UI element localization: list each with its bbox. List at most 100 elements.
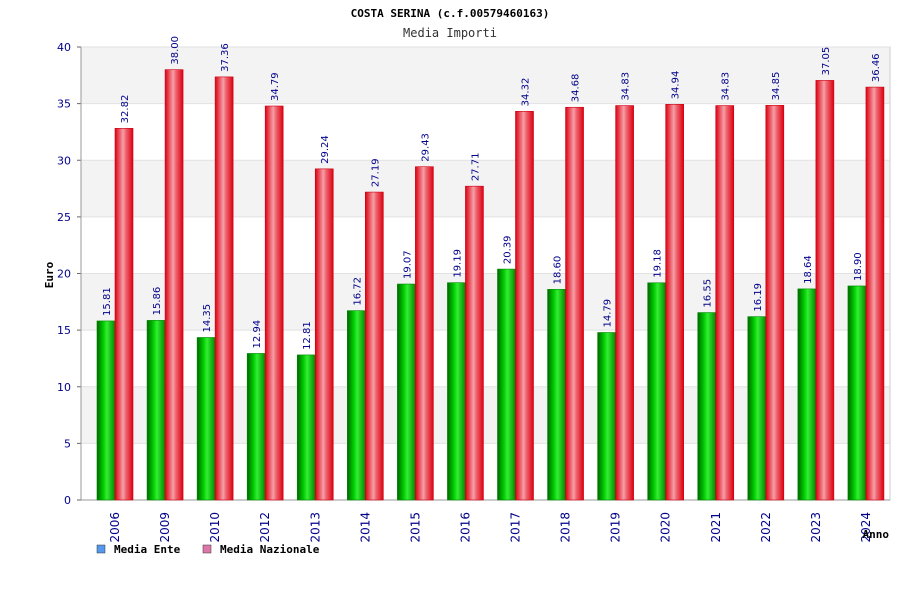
value-label: 19.18 — [653, 249, 664, 278]
bar-media-ente-2023 — [797, 288, 817, 501]
bar-media-ente-2015 — [397, 283, 416, 501]
value-label: 14.79 — [603, 299, 614, 328]
bar-media-nazionale-2010 — [214, 76, 234, 501]
value-label: 18.60 — [553, 256, 564, 285]
legend: Media Ente Media Nazionale — [96, 543, 320, 556]
bar-media-ente-2013 — [296, 354, 316, 501]
x-tick-label: 2012 — [258, 512, 272, 543]
x-axis-title: Anno — [863, 528, 890, 541]
bar-media-nazionale-2015 — [415, 166, 434, 501]
value-labels: 15.81 32.82 15.86 38.00 14.35 37.36 12.94 34.79… — [102, 36, 882, 350]
chart-title: COSTA SERINA (c.f.00579460163) — [351, 7, 550, 20]
bar-media-nazionale-2023 — [815, 80, 835, 501]
x-tick-label: 2006 — [108, 512, 122, 543]
value-label: 34.79 — [270, 72, 281, 101]
y-tick-label: 5 — [64, 437, 71, 450]
bar-media-ente-2024 — [847, 285, 867, 501]
x-tick-label: 2015 — [408, 512, 422, 543]
value-label: 29.24 — [320, 135, 331, 164]
bar-media-nazionale-2006 — [114, 128, 134, 501]
legend-swatch-media-ente — [96, 544, 106, 554]
value-label: 27.71 — [470, 153, 481, 182]
bar-media-ente-2010 — [196, 337, 216, 501]
value-label: 37.05 — [821, 47, 832, 76]
value-label: 16.55 — [703, 279, 714, 308]
value-label: 37.36 — [220, 43, 231, 72]
bar-media-ente-2016 — [447, 282, 466, 501]
bar-media-ente-2020 — [647, 282, 666, 501]
x-tick-label: 2023 — [809, 512, 823, 543]
value-label: 15.86 — [152, 287, 163, 316]
value-label: 34.85 — [771, 72, 782, 101]
x-tick-label: 2019 — [609, 512, 623, 543]
x-tick-label: 2009 — [158, 512, 172, 543]
bar-media-nazionale-2009 — [164, 69, 184, 501]
bar-media-ente-2021 — [697, 312, 717, 501]
value-label: 34.94 — [671, 71, 682, 100]
value-label: 34.83 — [721, 72, 732, 101]
bar-media-nazionale-2024 — [865, 86, 885, 501]
value-label: 19.19 — [452, 249, 463, 278]
bar-media-nazionale-2013 — [314, 168, 334, 501]
bar-media-nazionale-2021 — [715, 105, 735, 501]
value-label: 34.83 — [621, 72, 632, 101]
x-tick-label: 2014 — [358, 512, 372, 543]
bar-media-nazionale-2016 — [465, 185, 484, 501]
bar-media-nazionale-2022 — [765, 105, 785, 501]
chart-subtitle: Media Importi — [403, 26, 497, 40]
x-tick-label: 2022 — [759, 512, 773, 543]
plot-band — [81, 47, 890, 104]
legend-label-media-ente: Media Ente — [114, 543, 181, 556]
x-tick-label: 2013 — [308, 512, 322, 543]
y-tick-label: 35 — [57, 98, 71, 111]
legend-label-media-nazionale: Media Nazionale — [220, 543, 320, 556]
x-axis-ticks: 2006 2009 2010 2012 2013 2014 2015 2016 2017 2018… — [108, 512, 873, 543]
bar-media-nazionale-2014 — [365, 191, 384, 501]
x-tick-label: 2017 — [509, 512, 523, 543]
bar-media-nazionale-2020 — [665, 104, 684, 501]
value-label: 16.19 — [753, 283, 764, 312]
bar-media-ente-2017 — [497, 268, 516, 501]
value-label: 34.32 — [521, 78, 532, 107]
value-label: 12.81 — [302, 321, 313, 350]
value-label: 18.90 — [853, 252, 864, 281]
x-tick-label: 2020 — [659, 512, 673, 543]
x-tick-label: 2016 — [458, 512, 472, 543]
bar-media-ente-2006 — [96, 320, 116, 501]
bar-media-ente-2022 — [747, 316, 767, 501]
x-tick-label: 2021 — [709, 512, 723, 543]
value-label: 12.94 — [252, 320, 263, 349]
x-tick-label: 2024 — [859, 512, 873, 543]
y-tick-label: 0 — [64, 494, 71, 507]
bar-media-ente-2018 — [547, 289, 566, 501]
y-tick-label: 10 — [57, 381, 71, 394]
bar-media-ente-2009 — [146, 320, 166, 501]
y-tick-label: 20 — [57, 268, 71, 281]
value-label: 14.35 — [202, 304, 213, 333]
y-tick-label: 25 — [57, 211, 71, 224]
y-tick-label: 40 — [57, 41, 71, 54]
bar-media-ente-2012 — [246, 353, 266, 501]
bar-media-nazionale-2017 — [515, 111, 534, 501]
value-label: 16.72 — [352, 277, 363, 306]
legend-swatch-media-nazionale — [202, 544, 212, 554]
y-axis-title: Euro — [43, 261, 56, 288]
y-tick-label: 30 — [57, 154, 71, 167]
x-tick-label: 2018 — [559, 512, 573, 543]
bar-media-ente-2019 — [597, 332, 616, 501]
bars — [96, 69, 885, 501]
bar-media-ente-2014 — [347, 310, 366, 501]
value-label: 15.81 — [102, 287, 113, 316]
value-label: 29.43 — [420, 133, 431, 162]
value-label: 36.46 — [871, 53, 882, 82]
value-label: 18.64 — [803, 255, 814, 284]
value-label: 32.82 — [120, 95, 131, 124]
bar-media-nazionale-2012 — [264, 105, 284, 501]
value-label: 38.00 — [170, 36, 181, 65]
bar-media-nazionale-2019 — [615, 105, 634, 501]
value-label: 19.07 — [402, 250, 413, 279]
y-tick-label: 15 — [57, 324, 71, 337]
value-label: 34.68 — [571, 74, 582, 103]
value-label: 20.39 — [503, 235, 514, 264]
